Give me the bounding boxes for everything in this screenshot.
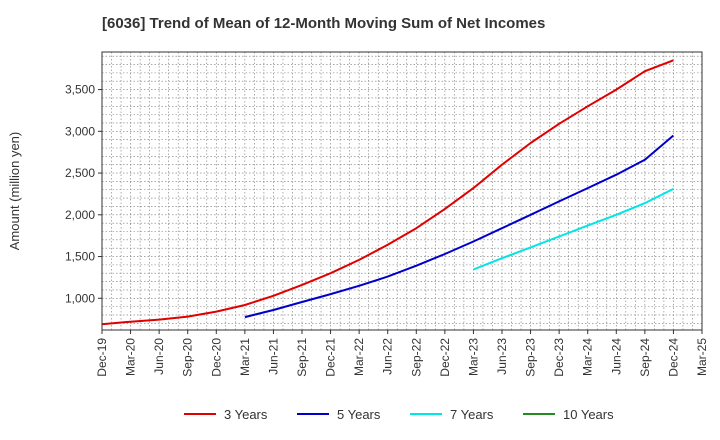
x-tick-label: Dec-24 <box>666 338 680 377</box>
legend-label: 7 Years <box>450 407 494 422</box>
legend: 3 Years 5 Years 7 Years 10 Years <box>184 407 614 422</box>
chart-title: [6036] Trend of Mean of 12-Month Moving … <box>102 15 546 32</box>
y-tick-label: 3,000 <box>65 124 95 138</box>
y-tick-label: 1,500 <box>65 250 95 264</box>
x-tick-label: Mar-24 <box>581 338 595 376</box>
y-tick-label: 2,000 <box>65 208 95 222</box>
x-axis-ticks: Dec-19 Mar-20 Jun-20 Sep-20 Dec-20 Mar-21 Jun-… <box>95 330 709 377</box>
x-tick-label: Sep-20 <box>181 338 195 377</box>
x-tick-label: Dec-22 <box>438 338 452 377</box>
grid-lines <box>102 52 702 330</box>
x-tick-label: Jun-24 <box>609 338 623 375</box>
x-tick-label: Dec-21 <box>324 338 338 377</box>
x-tick-label: Mar-25 <box>695 338 709 376</box>
x-tick-label: Sep-22 <box>409 338 423 377</box>
x-tick-label: Sep-23 <box>524 338 538 377</box>
x-tick-label: Dec-23 <box>552 338 566 377</box>
x-tick-label: Dec-19 <box>95 338 109 377</box>
series-line <box>473 188 674 271</box>
x-tick-label: Jun-23 <box>495 338 509 375</box>
y-axis-ticks: 1,000 1,500 2,000 2,500 3,000 3,500 <box>65 83 102 305</box>
x-tick-label: Jun-21 <box>266 338 280 375</box>
x-tick-label: Mar-23 <box>466 338 480 376</box>
x-tick-label: Mar-21 <box>238 338 252 376</box>
series-lines <box>101 59 675 326</box>
x-tick-label: Jun-20 <box>152 338 166 375</box>
plot-frame <box>101 51 703 331</box>
series-line <box>101 59 674 326</box>
y-axis-label: Amount (million yen) <box>7 132 22 251</box>
x-tick-label: Mar-22 <box>352 338 366 376</box>
series-line <box>244 134 675 319</box>
x-tick-label: Jun-22 <box>381 338 395 375</box>
y-tick-label: 2,500 <box>65 166 95 180</box>
y-tick-label: 1,000 <box>65 291 95 305</box>
x-tick-label: Sep-21 <box>295 338 309 377</box>
legend-label: 5 Years <box>337 407 381 422</box>
x-tick-label: Dec-20 <box>209 338 223 377</box>
x-tick-label: Sep-24 <box>638 338 652 377</box>
legend-label: 3 Years <box>224 407 268 422</box>
x-tick-label: Mar-20 <box>124 338 138 376</box>
legend-label: 10 Years <box>563 407 614 422</box>
y-tick-label: 3,500 <box>65 83 95 97</box>
